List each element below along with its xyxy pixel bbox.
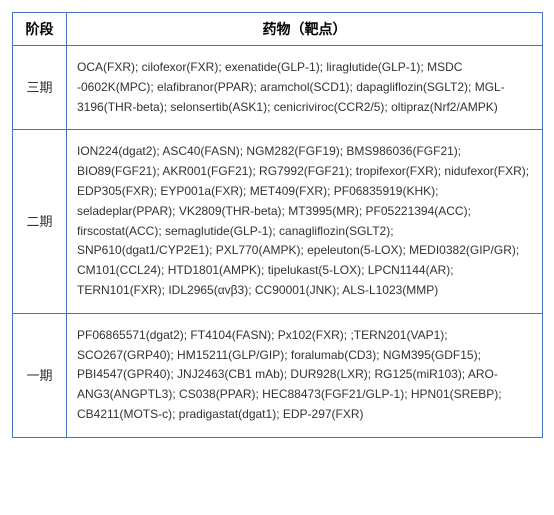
table-row: 二期 ION224(dgat2); ASC40(FASN); NGM282(FG… [13, 130, 543, 313]
phase-cell: 二期 [13, 130, 67, 313]
table-row: 三期 OCA(FXR); cilofexor(FXR); exenatide(G… [13, 46, 543, 130]
drugs-cell: PF06865571(dgat2); FT4104(FASN); Px102(F… [67, 313, 543, 437]
drugs-cell: OCA(FXR); cilofexor(FXR); exenatide(GLP-… [67, 46, 543, 130]
drug-phase-table: 阶段 药物（靶点） 三期 OCA(FXR); cilofexor(FXR); e… [12, 12, 543, 438]
header-phase: 阶段 [13, 13, 67, 46]
table-header-row: 阶段 药物（靶点） [13, 13, 543, 46]
drugs-cell: ION224(dgat2); ASC40(FASN); NGM282(FGF19… [67, 130, 543, 313]
header-drugs: 药物（靶点） [67, 13, 543, 46]
phase-cell: 一期 [13, 313, 67, 437]
table-row: 一期 PF06865571(dgat2); FT4104(FASN); Px10… [13, 313, 543, 437]
phase-cell: 三期 [13, 46, 67, 130]
